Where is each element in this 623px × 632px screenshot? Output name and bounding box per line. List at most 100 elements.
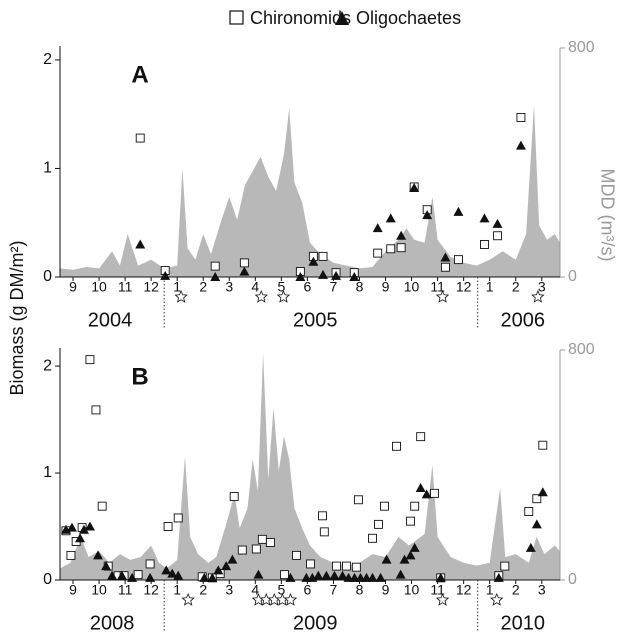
y-tick-label: 2: [43, 357, 52, 374]
flood-star: [489, 592, 504, 606]
oligochaete-point: [537, 487, 548, 497]
x-tick-label: 5: [277, 582, 285, 598]
oligochaete-point: [173, 570, 184, 580]
year-label: 2009: [293, 612, 338, 632]
chironomid-point: [396, 243, 406, 253]
oligochaete-point: [381, 554, 392, 564]
x-tick-label: 1: [486, 279, 494, 295]
x-tick-label: 2: [199, 582, 207, 598]
x-tick-label: 10: [404, 279, 420, 295]
y2-axis-label: MDD (m³/s): [597, 169, 617, 262]
year-label: 2010: [501, 612, 546, 632]
chironomid-point: [318, 251, 328, 261]
chironomid-point: [532, 494, 542, 504]
oligochaete-point: [135, 239, 146, 249]
oligochaete-point: [331, 270, 342, 280]
oligochaete-point: [367, 572, 378, 582]
chironomid-point: [386, 244, 396, 254]
oligochaete-point: [372, 223, 383, 233]
oligochaete-point: [421, 489, 432, 499]
chironomid-point: [516, 113, 526, 122]
chironomid-point: [342, 561, 351, 571]
oligochaete-point: [479, 213, 490, 223]
oligochaete-point: [75, 533, 86, 543]
chironomid-point: [374, 519, 383, 529]
x-tick-label: 9: [69, 279, 77, 295]
x-tick-label: 4: [251, 582, 259, 598]
chironomid-point: [306, 559, 315, 569]
chironomid-point: [373, 248, 383, 258]
chironomid-point: [440, 262, 450, 272]
oligochaete-point: [318, 269, 329, 279]
x-tick-label: 12: [456, 582, 472, 598]
oligochaete-point: [221, 561, 232, 571]
chironomid-point: [97, 501, 107, 511]
panel-label: A: [131, 61, 148, 88]
chironomid-point: [524, 507, 534, 516]
flood-star: [174, 289, 188, 303]
chironomid-point: [145, 559, 155, 569]
oligochaete-point: [409, 183, 420, 193]
chironomid-point: [410, 501, 420, 511]
legend-label: Chironomids: [250, 8, 351, 28]
x-tick-label: 4: [251, 279, 259, 295]
flood-star: [276, 289, 291, 303]
x-tick-label: 3: [538, 279, 546, 295]
y-tick-label: 1: [43, 464, 52, 481]
oligochaete-point: [409, 542, 420, 552]
chironomid-point: [480, 239, 489, 249]
x-tick-label: 10: [91, 279, 107, 295]
chironomid-point: [237, 545, 247, 555]
year-label: 2006: [501, 309, 546, 331]
x-tick-label: 7: [330, 582, 338, 598]
chironomid-point: [453, 255, 463, 265]
oligochaete-point: [422, 210, 433, 220]
y-tick-label: 0: [43, 268, 52, 285]
flood-star: [181, 592, 195, 606]
oligochaete-point: [321, 570, 332, 580]
flood-star: [435, 592, 450, 606]
oligochaete-point: [453, 206, 464, 216]
flood-star: [283, 592, 298, 606]
chironomid-point: [416, 432, 426, 442]
oligochaete-point: [405, 550, 416, 560]
chironomid-point: [493, 231, 502, 241]
chironomid-point: [351, 562, 361, 572]
x-tick-label: 7: [330, 279, 338, 295]
oligochaete-point: [337, 570, 348, 580]
y2-tick-label: 0: [568, 571, 577, 588]
chironomid-point: [538, 440, 548, 450]
flood-star: [254, 289, 268, 303]
chironomid-point: [332, 561, 342, 571]
x-tick-label: 10: [404, 582, 420, 598]
oligochaete-point: [239, 266, 250, 276]
x-tick-label: 2: [512, 582, 520, 598]
x-tick-label: 3: [225, 582, 233, 598]
flood-star: [531, 289, 545, 303]
x-tick-label: 9: [69, 582, 77, 598]
y-tick-label: 0: [43, 571, 52, 588]
panel-label: B: [131, 363, 148, 390]
oligochaete-point: [329, 570, 340, 580]
oligochaete-point: [313, 570, 324, 580]
x-tick-label: 11: [430, 279, 445, 295]
oligochaete-point: [116, 570, 127, 580]
chironomid-point: [133, 570, 143, 580]
oligochaete-point: [101, 561, 112, 571]
oligochaete-point: [145, 572, 156, 582]
y2-tick-label: 800: [568, 341, 595, 358]
chironomid-point: [500, 561, 510, 571]
chironomid-point: [406, 516, 415, 526]
oligochaete-point: [285, 572, 296, 582]
chironomid-point: [229, 492, 239, 502]
discharge-area: [60, 105, 560, 277]
oligochaete-point: [227, 554, 238, 564]
y2-tick-label: 0: [568, 268, 577, 285]
y2-tick-label: 800: [568, 39, 595, 56]
oligochaete-point: [493, 572, 504, 582]
oligochaete-point: [107, 570, 118, 580]
x-tick-label: 3: [225, 279, 233, 295]
oligochaete-point: [210, 272, 221, 281]
x-tick-label: 10: [91, 582, 107, 598]
